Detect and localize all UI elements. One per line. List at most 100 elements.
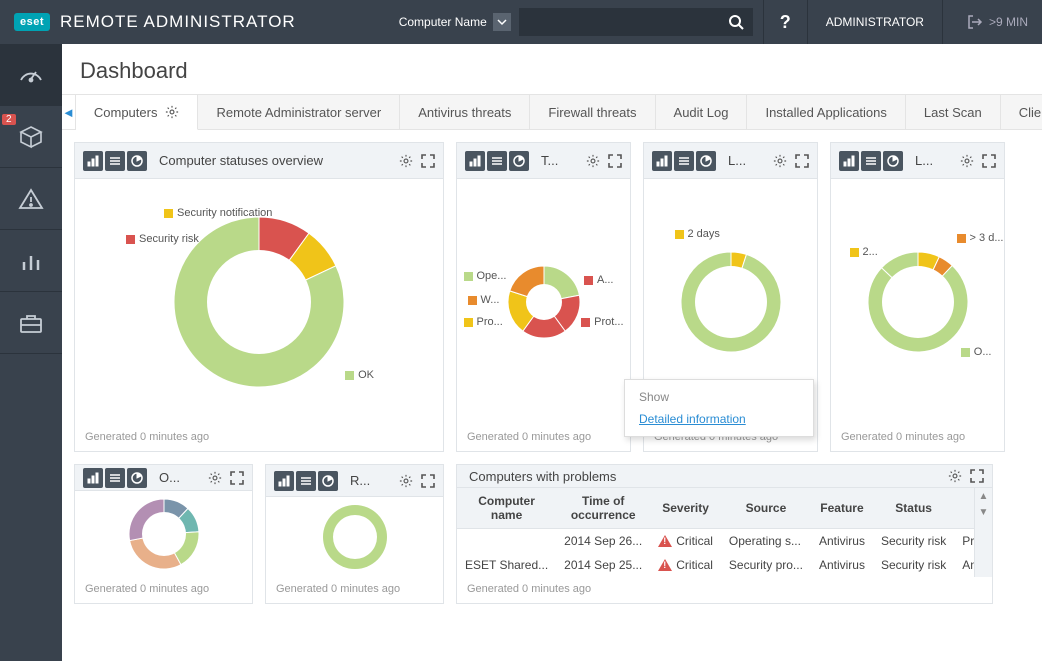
gear-icon[interactable] xyxy=(208,471,222,485)
dashboard-board: Computer statuses overview Security risk… xyxy=(62,130,1042,661)
view-mode-button[interactable] xyxy=(487,151,507,171)
panel-footer: Generated 0 minutes ago xyxy=(457,577,992,603)
sidebar-item-admin[interactable] xyxy=(0,292,62,354)
search-label: Computer Name xyxy=(399,15,487,29)
user-menu[interactable]: ADMINISTRATOR xyxy=(818,15,932,29)
table-header[interactable]: Feature xyxy=(811,488,873,529)
panel-footer: Generated 0 minutes ago xyxy=(831,425,1004,451)
legend-item: Prot... xyxy=(581,316,623,328)
table-header[interactable]: Source xyxy=(721,488,811,529)
expand-icon[interactable] xyxy=(608,154,622,168)
tab-label: Firewall threats xyxy=(548,105,636,120)
tab-installed-apps[interactable]: Installed Applications xyxy=(747,95,905,129)
sidebar-item-threats[interactable] xyxy=(0,168,62,230)
view-mode-button[interactable] xyxy=(296,471,316,491)
table-row[interactable]: ESET Shared...2014 Sep 25...CriticalSecu… xyxy=(457,553,974,577)
search-button[interactable] xyxy=(719,8,753,36)
panel-top-problems: T... Ope...W...Pro...A...Prot... Generat… xyxy=(456,142,631,452)
tooltip: Show Detailed information xyxy=(624,379,814,437)
tab-last-scan[interactable]: Last Scan xyxy=(906,95,1001,129)
panel-rogue: R... Generated 0 minutes ago xyxy=(265,464,444,604)
sidebar-badge: 2 xyxy=(2,114,16,125)
expand-icon[interactable] xyxy=(970,469,984,483)
search-icon xyxy=(728,14,744,30)
table-header[interactable]: Time of occurrence xyxy=(556,488,650,529)
gear-icon[interactable] xyxy=(960,154,974,168)
warning-icon xyxy=(18,186,44,212)
gear-icon[interactable] xyxy=(586,154,600,168)
sidebar-item-computers[interactable]: 2 xyxy=(0,106,62,168)
view-mode-button[interactable] xyxy=(105,468,125,488)
view-mode-button[interactable] xyxy=(652,151,672,171)
view-mode-button[interactable] xyxy=(83,151,103,171)
donut-chart: 2...> 3 d...O... xyxy=(868,252,968,352)
table-header[interactable]: Status xyxy=(873,488,954,529)
gear-icon[interactable] xyxy=(165,105,179,119)
logout-time-label: >9 MIN xyxy=(989,15,1028,29)
table-header[interactable]: Severity xyxy=(650,488,721,529)
tab-firewall-threats[interactable]: Firewall threats xyxy=(530,95,655,129)
table-header[interactable]: Computer name xyxy=(457,488,556,529)
tab-label: Installed Applications xyxy=(765,105,886,120)
tab-label: Remote Administrator server xyxy=(216,105,381,120)
legend-item: O... xyxy=(961,346,992,358)
view-mode-button[interactable] xyxy=(127,468,147,488)
legend-item: 2... xyxy=(850,246,878,258)
tooltip-link[interactable]: Detailed information xyxy=(639,412,746,426)
view-mode-button[interactable] xyxy=(465,151,485,171)
view-mode-button[interactable] xyxy=(274,471,294,491)
view-mode-button[interactable] xyxy=(861,151,881,171)
panel-view-buttons xyxy=(83,151,147,171)
search-input[interactable] xyxy=(519,8,719,36)
panel-computer-statuses: Computer statuses overview Security risk… xyxy=(74,142,444,452)
view-mode-button[interactable] xyxy=(839,151,859,171)
view-mode-button[interactable] xyxy=(696,151,716,171)
gear-icon[interactable] xyxy=(399,474,413,488)
help-icon[interactable]: ? xyxy=(774,12,797,33)
panel-footer: Generated 0 minutes ago xyxy=(75,577,252,603)
view-mode-button[interactable] xyxy=(674,151,694,171)
tab-label: Computers xyxy=(94,105,158,120)
scroll-down-icon[interactable]: ▼ xyxy=(975,504,992,520)
expand-icon[interactable] xyxy=(421,474,435,488)
logout-icon xyxy=(967,14,983,30)
sidebar-item-reports[interactable] xyxy=(0,230,62,292)
briefcase-icon xyxy=(18,310,44,336)
logout-button[interactable]: >9 MIN xyxy=(953,14,1042,30)
tab-scroll-left[interactable]: ◄ xyxy=(62,95,76,129)
view-mode-button[interactable] xyxy=(509,151,529,171)
donut-chart xyxy=(129,499,199,569)
donut-chart: 2 days xyxy=(681,252,781,352)
table-header[interactable]: Problem xyxy=(954,488,974,529)
view-mode-button[interactable] xyxy=(83,468,103,488)
tab-audit-log[interactable]: Audit Log xyxy=(656,95,748,129)
expand-icon[interactable] xyxy=(421,154,435,168)
gear-icon[interactable] xyxy=(948,469,962,483)
scroll-up-icon[interactable]: ▲ xyxy=(975,488,992,504)
expand-icon[interactable] xyxy=(982,154,996,168)
view-mode-button[interactable] xyxy=(318,471,338,491)
legend-item: Security notification xyxy=(164,207,272,219)
tab-label: Antivirus threats xyxy=(418,105,511,120)
table-row[interactable]: 2014 Sep 26...CriticalOperating s...Anti… xyxy=(457,529,974,554)
table-scrollbar[interactable]: ▲ ▼ xyxy=(974,488,992,577)
expand-icon[interactable] xyxy=(795,154,809,168)
view-mode-button[interactable] xyxy=(105,151,125,171)
gear-icon[interactable] xyxy=(773,154,787,168)
search-type-dropdown[interactable] xyxy=(493,13,511,31)
tab-ra-server[interactable]: Remote Administrator server xyxy=(198,95,400,129)
donut-chart: Ope...W...Pro...A...Prot... xyxy=(508,266,580,338)
gear-icon[interactable] xyxy=(399,154,413,168)
panel-footer: Generated 0 minutes ago xyxy=(457,425,630,451)
legend-item: Security risk xyxy=(126,233,199,245)
panel-title: O... xyxy=(159,470,202,485)
expand-icon[interactable] xyxy=(230,471,244,485)
tab-client-tasks[interactable]: Client Tas xyxy=(1001,95,1042,129)
legend-item: Pro... xyxy=(464,316,503,328)
tab-antivirus-threats[interactable]: Antivirus threats xyxy=(400,95,530,129)
legend-item: > 3 d... xyxy=(957,232,1004,244)
tab-computers[interactable]: Computers xyxy=(76,95,199,130)
view-mode-button[interactable] xyxy=(883,151,903,171)
sidebar-item-dashboard[interactable] xyxy=(0,44,62,106)
view-mode-button[interactable] xyxy=(127,151,147,171)
